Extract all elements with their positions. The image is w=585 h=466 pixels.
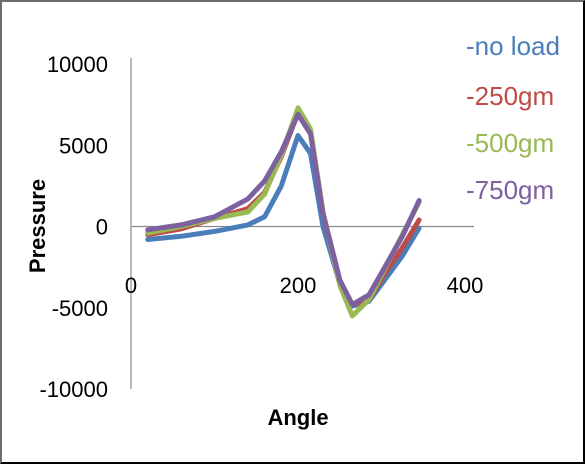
- y-tick-label: 5000: [59, 133, 108, 158]
- series-line-3: [145, 111, 422, 307]
- x-tick-label: 200: [280, 273, 317, 298]
- y-tick-label: 0: [96, 215, 108, 240]
- y-tick-label: -5000: [52, 296, 108, 321]
- legend-entry: -500gm: [466, 128, 554, 158]
- x-axis-title: Angle: [267, 405, 328, 430]
- x-tick-label: 400: [447, 273, 484, 298]
- series-line-0: [145, 133, 422, 309]
- y-tick-label: 10000: [47, 52, 108, 77]
- legend-entry: -250gm: [466, 81, 554, 111]
- x-tick-label: 0: [125, 273, 137, 298]
- legend-entry: -no load: [466, 31, 560, 61]
- y-axis-title: Pressure: [25, 179, 50, 273]
- legend-entry: -750gm: [466, 175, 554, 205]
- y-tick-label: -10000: [39, 377, 108, 402]
